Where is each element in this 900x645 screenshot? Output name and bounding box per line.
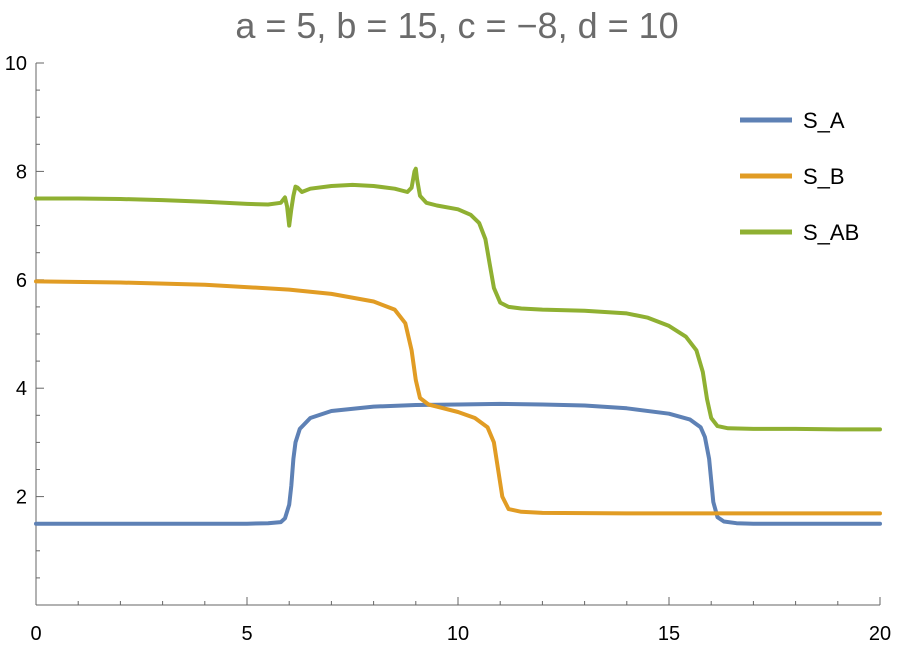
x-tick-label: 5 — [241, 623, 252, 645]
series-line-s-a — [34, 401, 882, 526]
axes: 0 5 10 15 20 2 4 6 8 10 — [5, 53, 891, 645]
x-tick-label: 15 — [658, 623, 680, 645]
y-tick-label: 8 — [16, 161, 27, 183]
y-tick-label: 6 — [16, 270, 27, 292]
x-tick-label: 20 — [869, 623, 891, 645]
series-line-s-b — [34, 279, 882, 516]
y-tick-label: 4 — [16, 378, 27, 400]
series-layer — [34, 166, 882, 526]
x-tick-label: 0 — [30, 623, 41, 645]
x-tick-label: 10 — [447, 623, 469, 645]
y-tick-label: 2 — [16, 487, 27, 509]
legend: S_A S_B S_AB — [740, 108, 859, 245]
series-line-s-ab — [34, 166, 882, 432]
legend-label-s-b: S_B — [803, 164, 845, 189]
legend-label-s-ab: S_AB — [803, 220, 859, 245]
chart-title: a = 5, b = 15, c = −8, d = 10 — [235, 5, 678, 46]
legend-label-s-a: S_A — [803, 108, 845, 133]
y-tick-label: 10 — [5, 53, 27, 75]
